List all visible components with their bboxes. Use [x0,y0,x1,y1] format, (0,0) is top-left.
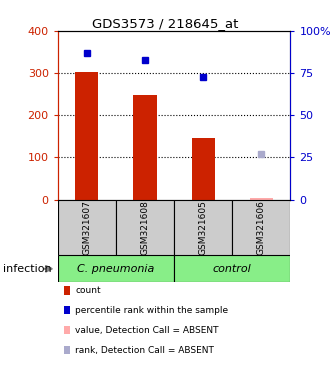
Text: GSM321607: GSM321607 [82,200,91,255]
Text: count: count [75,286,101,295]
Bar [58,200,116,255]
Text: value, Detection Call = ABSENT: value, Detection Call = ABSENT [75,326,218,335]
Bar [58,255,174,282]
Text: GSM321608: GSM321608 [141,200,149,255]
Text: GSM321605: GSM321605 [199,200,208,255]
Bar [191,137,215,200]
Text: percentile rank within the sample: percentile rank within the sample [75,306,228,315]
Text: control: control [213,264,251,274]
Text: infection: infection [3,264,52,274]
Bar [232,200,290,255]
Bar [174,200,232,255]
Bar [75,72,98,200]
Text: C. pneumonia: C. pneumonia [77,264,154,274]
Text: rank, Detection Call = ABSENT: rank, Detection Call = ABSENT [75,346,214,355]
Bar [174,255,290,282]
Bar [250,198,273,200]
Bar [133,95,157,200]
Text: GDS3573 / 218645_at: GDS3573 / 218645_at [92,17,238,30]
Text: GSM321606: GSM321606 [257,200,266,255]
Bar [116,200,174,255]
